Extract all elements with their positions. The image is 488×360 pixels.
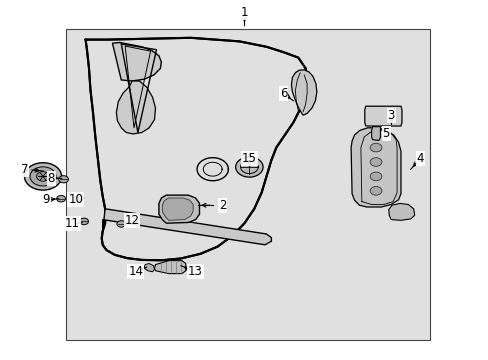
- Polygon shape: [102, 209, 271, 245]
- Circle shape: [59, 176, 68, 183]
- Circle shape: [369, 186, 381, 195]
- Polygon shape: [144, 264, 154, 272]
- Text: 4: 4: [416, 152, 424, 165]
- Polygon shape: [388, 203, 414, 220]
- Text: 8: 8: [47, 172, 55, 185]
- Text: 15: 15: [242, 152, 256, 165]
- Text: 14: 14: [128, 265, 143, 278]
- Polygon shape: [159, 195, 199, 223]
- Text: 7: 7: [20, 163, 28, 176]
- Polygon shape: [116, 81, 155, 134]
- Text: 1: 1: [240, 6, 248, 19]
- Circle shape: [117, 221, 125, 227]
- Polygon shape: [350, 128, 400, 207]
- Polygon shape: [364, 106, 401, 126]
- Polygon shape: [112, 42, 161, 81]
- Text: 3: 3: [386, 109, 394, 122]
- Circle shape: [369, 143, 381, 152]
- Text: 5: 5: [382, 127, 389, 140]
- Bar: [66, 29, 429, 340]
- Text: 2: 2: [218, 199, 226, 212]
- Circle shape: [37, 172, 49, 181]
- Circle shape: [57, 195, 65, 202]
- Circle shape: [24, 163, 61, 190]
- Circle shape: [30, 167, 56, 186]
- Text: 6: 6: [279, 87, 287, 100]
- Circle shape: [75, 195, 83, 201]
- Text: 10: 10: [68, 193, 83, 206]
- Circle shape: [369, 172, 381, 181]
- Text: 11: 11: [65, 217, 80, 230]
- Text: 13: 13: [188, 265, 203, 278]
- Polygon shape: [371, 127, 380, 140]
- Polygon shape: [85, 38, 307, 260]
- Polygon shape: [235, 157, 263, 177]
- Polygon shape: [291, 70, 316, 115]
- Text: 12: 12: [124, 214, 139, 227]
- Text: 9: 9: [42, 193, 50, 206]
- Circle shape: [369, 158, 381, 166]
- Circle shape: [80, 218, 88, 225]
- Polygon shape: [162, 198, 193, 220]
- Polygon shape: [154, 261, 185, 274]
